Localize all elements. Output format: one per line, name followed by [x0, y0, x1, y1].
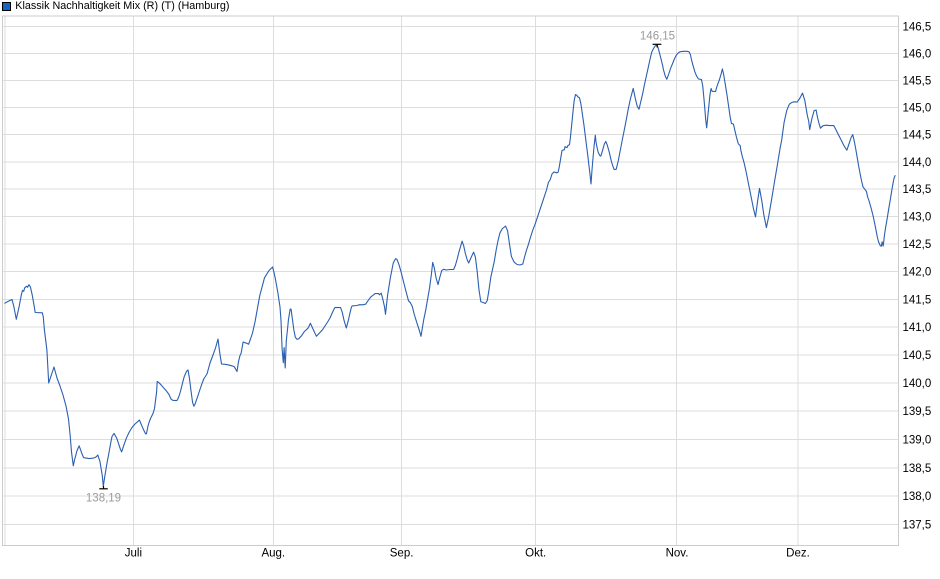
svg-text:Aug.: Aug. [261, 548, 285, 560]
svg-text:139,0: 139,0 [903, 434, 932, 446]
svg-text:141,5: 141,5 [903, 294, 932, 306]
svg-text:142,0: 142,0 [903, 267, 932, 279]
svg-text:Sep.: Sep. [390, 548, 414, 560]
svg-text:138,19: 138,19 [86, 493, 121, 505]
svg-text:143,0: 143,0 [903, 212, 932, 224]
svg-text:145,5: 145,5 [903, 75, 932, 87]
svg-text:146,5: 146,5 [903, 22, 932, 34]
svg-text:Dez.: Dez. [786, 548, 810, 560]
svg-text:142,5: 142,5 [903, 239, 932, 251]
svg-text:140,5: 140,5 [903, 350, 932, 362]
svg-text:Juli: Juli [125, 548, 142, 560]
svg-text:141,0: 141,0 [903, 322, 932, 334]
svg-text:145,0: 145,0 [903, 103, 932, 115]
svg-text:144,0: 144,0 [903, 157, 932, 169]
svg-text:Okt.: Okt. [525, 548, 546, 560]
svg-text:138,5: 138,5 [903, 463, 932, 475]
svg-text:139,5: 139,5 [903, 406, 932, 418]
svg-text:146,0: 146,0 [903, 49, 932, 61]
svg-text:138,0: 138,0 [903, 491, 932, 503]
svg-text:Nov.: Nov. [666, 548, 689, 560]
svg-text:144,5: 144,5 [903, 130, 932, 142]
svg-text:140,0: 140,0 [903, 378, 932, 390]
svg-text:137,5: 137,5 [903, 520, 932, 532]
svg-text:146,15: 146,15 [640, 31, 675, 43]
svg-text:143,5: 143,5 [903, 184, 932, 196]
